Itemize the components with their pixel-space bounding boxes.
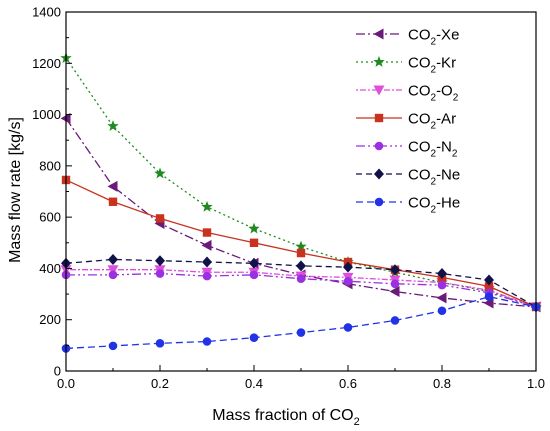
series-co2-o2 — [60, 265, 542, 313]
data-point — [107, 180, 118, 192]
data-point — [155, 269, 165, 278]
data-point — [437, 280, 447, 290]
y-tick-label: 0 — [54, 364, 61, 379]
data-point — [296, 328, 306, 337]
data-point — [107, 265, 119, 276]
data-point — [202, 337, 212, 346]
data-point — [108, 341, 118, 351]
data-point — [296, 248, 306, 258]
data-point — [108, 253, 118, 265]
data-point — [484, 274, 494, 286]
series-co2-n2 — [61, 269, 541, 312]
legend-marker — [373, 56, 385, 67]
legend-label: CO2-O2 — [408, 83, 459, 104]
legend-label: CO2-Kr — [408, 55, 456, 76]
axes: 0.0 0.2 0.4 0.6 0.8 1.0 0 200 400 600 800 1000 1200 1… — [32, 5, 545, 392]
y-tick-label: 600 — [39, 210, 61, 225]
data-point — [249, 270, 259, 280]
data-point — [248, 222, 260, 234]
x-tick-label: 0.4 — [245, 376, 263, 391]
legend-item: CO2-He — [356, 195, 460, 216]
y-axis-label: Mass flow rate [kg/s] — [7, 117, 24, 263]
legend-label: CO2-Ne — [408, 167, 460, 188]
data-point — [108, 197, 118, 206]
data-point — [296, 274, 306, 283]
data-point — [484, 292, 494, 301]
plot-frame — [65, 11, 537, 372]
data-point — [201, 200, 213, 212]
data-point — [202, 271, 212, 281]
plot-area — [60, 52, 542, 353]
data-point — [249, 257, 259, 269]
series-line — [66, 272, 537, 308]
legend-item: CO2-Xe — [356, 27, 459, 48]
y-tick-label: 200 — [39, 312, 61, 327]
legend-item: CO2-Ne — [356, 167, 460, 188]
x-tick-label: 1.0 — [527, 376, 545, 391]
y-tick-label: 800 — [39, 158, 61, 173]
data-point — [249, 238, 259, 247]
data-point — [437, 268, 447, 280]
legend-item: CO2-N2 — [356, 139, 458, 160]
data-point — [343, 276, 353, 286]
legend-marker — [374, 197, 384, 207]
legend-marker — [373, 28, 384, 40]
data-point — [202, 228, 212, 237]
data-point — [343, 323, 353, 332]
x-tick-label: 0.0 — [57, 376, 75, 391]
data-point — [390, 264, 400, 276]
data-point — [155, 339, 165, 348]
data-point — [249, 333, 259, 342]
legend-item: CO2-Ar — [356, 111, 456, 132]
data-point — [296, 260, 306, 272]
data-point — [202, 256, 212, 268]
data-point — [107, 120, 119, 131]
legend-item: CO2-Kr — [356, 55, 456, 76]
data-point — [436, 292, 447, 304]
legend-label: CO2-Xe — [408, 27, 459, 48]
legend-label: CO2-N2 — [408, 139, 458, 160]
x-tick-label: 0.6 — [339, 376, 357, 391]
legend-marker — [374, 113, 384, 123]
data-point — [155, 214, 165, 223]
legend-marker — [374, 141, 384, 151]
x-tick-label: 0.8 — [433, 376, 451, 391]
x-axis-label: Mass fraction of CO2 — [212, 407, 360, 428]
data-point — [484, 282, 494, 291]
legend-marker — [373, 85, 385, 96]
data-point — [343, 261, 353, 273]
data-point — [154, 167, 166, 179]
data-point — [390, 279, 400, 289]
legend-label: CO2-He — [408, 195, 460, 216]
y-tick-label: 1000 — [32, 107, 61, 122]
y-tick-label: 1200 — [32, 56, 61, 71]
data-point — [108, 270, 118, 280]
y-tick-label: 400 — [39, 261, 61, 276]
data-point — [389, 286, 400, 298]
legend: CO2-Xe CO2-Kr CO2-O2 CO2-Ar CO2-N2 CO2-Ne CO2-… — [356, 27, 460, 216]
series-line — [65, 295, 537, 350]
data-point — [390, 316, 400, 325]
x-tick-label: 0.2 — [151, 376, 169, 391]
data-point — [155, 255, 165, 267]
legend-marker — [374, 168, 384, 180]
legend-item: CO2-O2 — [356, 83, 459, 104]
data-point — [437, 306, 447, 316]
data-point — [295, 240, 307, 252]
data-point — [201, 239, 212, 251]
legend-label: CO2-Ar — [408, 111, 456, 132]
y-tick-label: 1400 — [32, 5, 61, 20]
